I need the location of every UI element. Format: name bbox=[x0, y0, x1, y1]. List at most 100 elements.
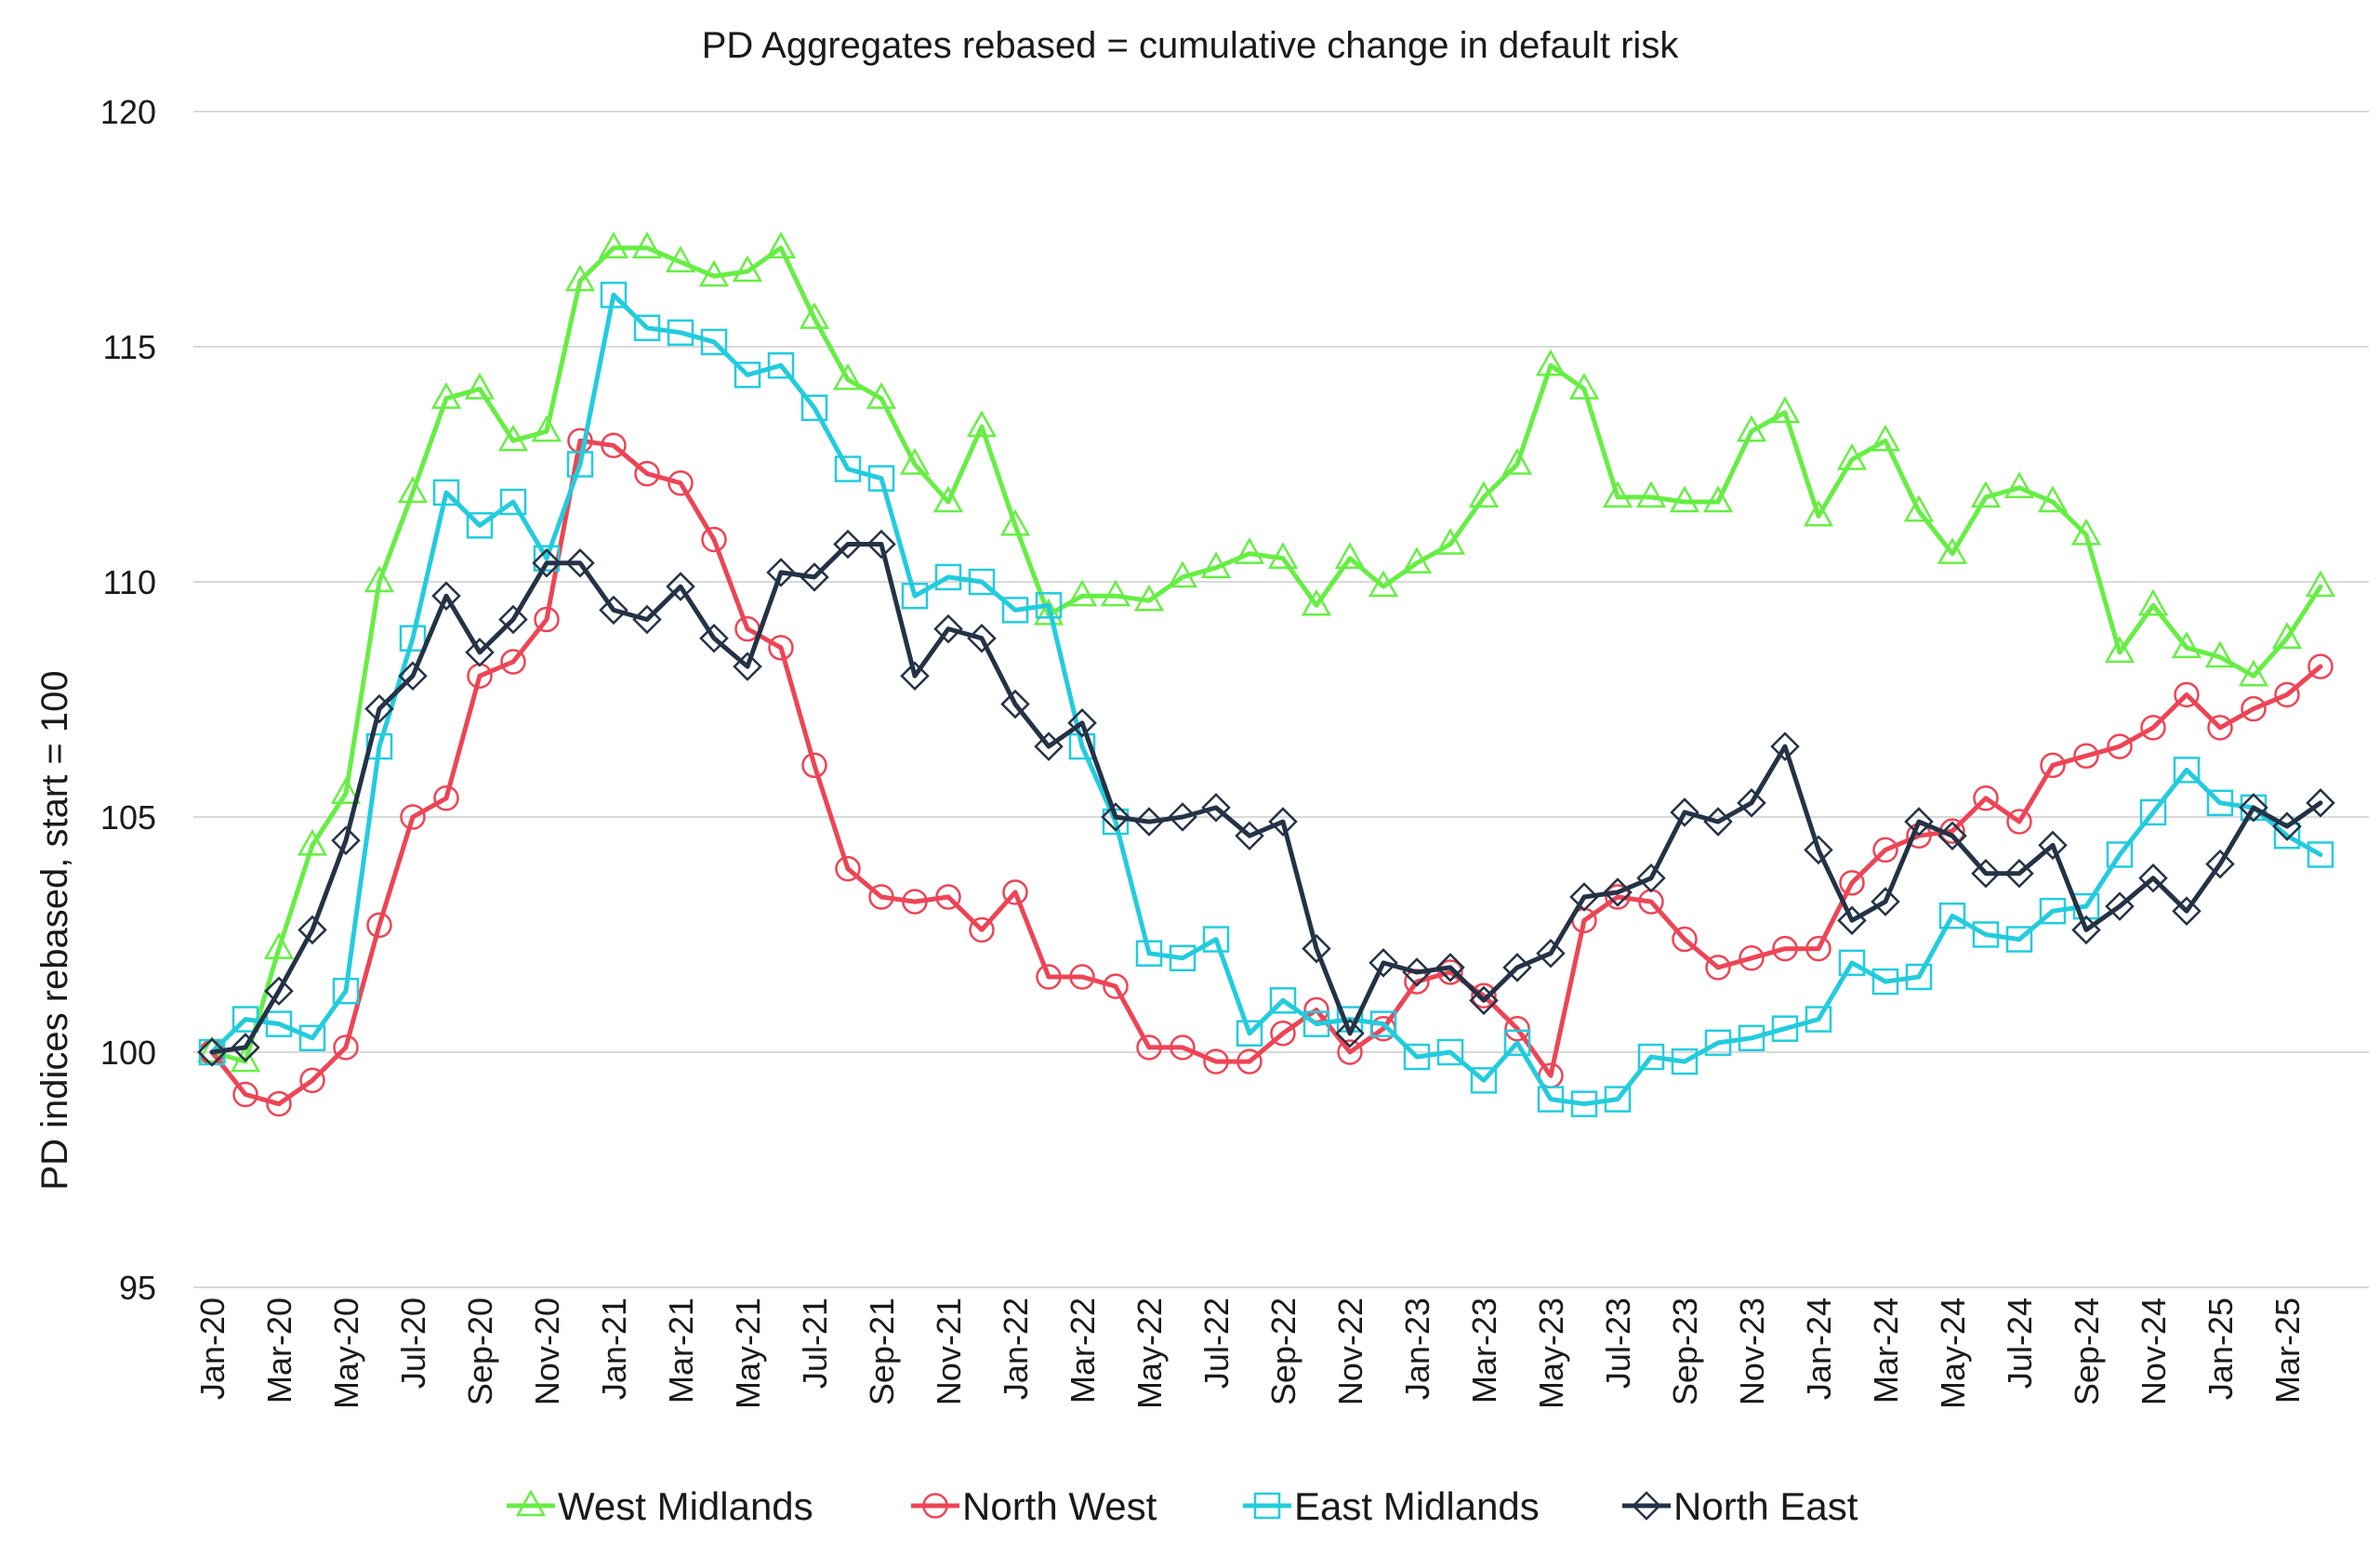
data-point-north-west bbox=[1839, 870, 1865, 896]
data-point-north-west bbox=[266, 1090, 292, 1117]
data-point-north-east bbox=[431, 581, 461, 611]
data-point-north-east bbox=[1837, 905, 1867, 936]
legend-label-east-midlands: East Midlands bbox=[1294, 1484, 1540, 1528]
x-tick-label: Jan-20 bbox=[193, 1298, 231, 1400]
data-point-north-west bbox=[433, 785, 459, 811]
legend-marker-north-west bbox=[922, 1493, 948, 1519]
x-tick-label: Jul-24 bbox=[2001, 1298, 2039, 1389]
data-point-north-east bbox=[1502, 953, 1532, 982]
data-point-east-midlands bbox=[1236, 1020, 1263, 1048]
data-point-west-midlands bbox=[1602, 481, 1633, 508]
legend-label-west-midlands: West Midlands bbox=[558, 1484, 813, 1528]
x-tick-label: Jan-23 bbox=[1398, 1298, 1436, 1400]
data-point-east-midlands bbox=[700, 328, 728, 356]
x-tick-label: Jan-22 bbox=[997, 1298, 1035, 1400]
data-point-east-midlands bbox=[298, 1024, 326, 1052]
data-point-north-east bbox=[2004, 858, 2034, 889]
data-point-west-midlands bbox=[2204, 640, 2236, 668]
data-point-east-midlands bbox=[1202, 926, 1230, 953]
x-tick-label: Nov-20 bbox=[528, 1298, 566, 1405]
data-point-north-west bbox=[1772, 935, 1798, 962]
data-point-north-east bbox=[833, 529, 863, 560]
data-point-north-east bbox=[2038, 830, 2068, 861]
data-point-west-midlands bbox=[1803, 499, 1834, 527]
data-point-north-west bbox=[366, 912, 392, 939]
data-point-west-midlands bbox=[1836, 442, 1868, 470]
x-tick-label: Nov-22 bbox=[1331, 1298, 1369, 1405]
x-tick-label: Sep-21 bbox=[863, 1298, 901, 1405]
data-point-north-east bbox=[1435, 953, 1465, 982]
data-point-north-west bbox=[2307, 653, 2334, 679]
data-point-west-midlands bbox=[1368, 570, 1399, 598]
data-point-north-east bbox=[1603, 877, 1633, 907]
data-point-east-midlands bbox=[2005, 926, 2033, 953]
x-tick-label: Sep-20 bbox=[461, 1298, 499, 1405]
data-point-east-midlands bbox=[1035, 592, 1063, 619]
data-point-north-east bbox=[1636, 863, 1666, 893]
data-point-east-midlands bbox=[533, 545, 561, 572]
data-point-north-east bbox=[2239, 793, 2268, 823]
data-point-north-east bbox=[1670, 797, 1699, 827]
data-point-east-midlands bbox=[1302, 1010, 1330, 1037]
data-point-east-midlands bbox=[2039, 897, 2067, 925]
data-point-west-midlands bbox=[1970, 481, 2002, 508]
data-point-north-west bbox=[2006, 809, 2032, 835]
x-tick-label: May-23 bbox=[1532, 1298, 1570, 1409]
legend: West Midlands North West East Midlands Nort… bbox=[507, 1484, 1858, 1528]
data-point-east-midlands bbox=[1570, 1090, 1598, 1117]
data-point-north-west bbox=[1739, 945, 1765, 971]
data-point-north-east bbox=[197, 1037, 227, 1067]
data-point-north-west bbox=[400, 804, 426, 830]
data-point-west-midlands bbox=[698, 259, 730, 287]
data-point-north-east bbox=[1804, 835, 1833, 865]
data-point-north-west bbox=[1002, 879, 1028, 905]
data-point-north-west bbox=[835, 855, 861, 882]
series-line-north-west bbox=[209, 438, 2323, 1107]
data-point-north-east bbox=[2172, 896, 2202, 926]
data-point-north-west bbox=[2073, 743, 2099, 769]
data-point-north-west bbox=[2174, 681, 2200, 708]
data-point-east-midlands bbox=[1972, 921, 2000, 948]
data-point-west-midlands bbox=[732, 255, 763, 283]
data-point-north-west bbox=[668, 469, 694, 496]
x-tick-label: Nov-23 bbox=[1733, 1298, 1771, 1405]
data-point-west-midlands bbox=[2271, 622, 2303, 649]
data-point-north-east bbox=[2306, 788, 2335, 818]
data-point-east-midlands bbox=[1537, 1086, 1565, 1113]
data-point-north-east bbox=[1703, 807, 1733, 837]
data-point-west-midlands bbox=[2137, 588, 2169, 616]
data-point-north-west bbox=[534, 606, 560, 633]
data-point-north-west bbox=[701, 526, 727, 553]
data-point-north-west bbox=[1337, 1039, 1363, 1065]
data-point-west-midlands bbox=[1736, 415, 1767, 442]
data-point-north-west bbox=[232, 1081, 258, 1108]
series-line-east-midlands bbox=[209, 292, 2323, 1107]
data-point-north-east bbox=[1737, 788, 1766, 818]
data-point-north-west bbox=[1203, 1048, 1229, 1074]
data-point-east-midlands bbox=[231, 1006, 259, 1033]
data-point-east-midlands bbox=[667, 319, 694, 347]
data-point-north-east bbox=[1168, 802, 1197, 832]
data-point-west-midlands bbox=[1937, 537, 1968, 564]
data-point-north-east bbox=[1469, 985, 1499, 1016]
data-point-east-midlands bbox=[2307, 841, 2334, 868]
data-point-north-east bbox=[398, 661, 428, 691]
data-point-east-midlands bbox=[1403, 1043, 1431, 1071]
x-axis-ticks: Jan-20 Mar-20 May-20 Jul-20 Sep-20 Nov-20 Jan-… bbox=[193, 1298, 2307, 1409]
data-point-west-midlands bbox=[1167, 560, 1198, 588]
data-point-north-west bbox=[969, 916, 995, 943]
data-point-north-west bbox=[1605, 884, 1631, 910]
legend-item-north-west: North West bbox=[911, 1484, 1157, 1528]
data-point-north-east bbox=[1871, 887, 1900, 916]
data-point-east-midlands bbox=[1436, 1038, 1464, 1066]
data-point-north-west bbox=[1236, 1048, 1263, 1074]
chart-title: PD Aggregates rebased = cumulative chang… bbox=[702, 25, 1680, 66]
data-point-west-midlands bbox=[1435, 527, 1466, 555]
data-point-west-midlands bbox=[564, 264, 596, 292]
data-point-east-midlands bbox=[1604, 1086, 1632, 1113]
data-point-north-east bbox=[766, 558, 796, 587]
gridlines bbox=[193, 111, 2369, 1288]
data-point-north-east bbox=[1302, 933, 1331, 964]
data-point-north-west bbox=[1672, 926, 1698, 953]
